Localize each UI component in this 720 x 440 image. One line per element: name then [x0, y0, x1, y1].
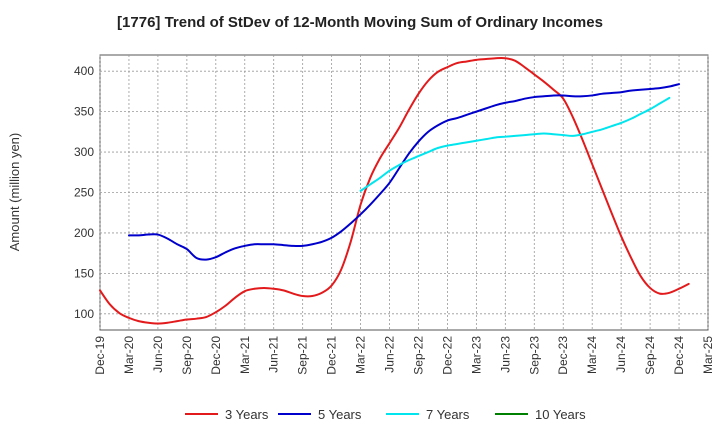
- legend-label-7-years: 7 Years: [426, 407, 470, 422]
- grid-layer: [99, 55, 709, 330]
- x-tick-label: Dec-22: [440, 336, 454, 375]
- x-axis-ticks: Dec-19 Mar-20 Jun-20 Sep-20 Dec-20 Mar-21 Jun-…: [93, 336, 715, 375]
- x-tick-label: Jun-23: [498, 336, 512, 373]
- x-tick-label: Mar-21: [238, 336, 252, 374]
- y-tick-label: 350: [74, 105, 94, 119]
- y-tick-label: 400: [74, 64, 94, 78]
- x-tick-label: Mar-25: [701, 336, 715, 374]
- chart-title: [1776] Trend of StDev of 12-Month Moving…: [117, 14, 603, 31]
- y-tick-label: 150: [74, 266, 94, 280]
- x-tick-label: Dec-24: [672, 336, 686, 375]
- x-tick-label: Sep-20: [180, 336, 194, 375]
- x-tick-label: Mar-20: [122, 336, 136, 374]
- x-tick-label: Jun-21: [267, 336, 281, 373]
- x-tick-label: Mar-24: [585, 336, 599, 374]
- series-line-3-years: [99, 57, 690, 325]
- x-tick-label: Jun-22: [383, 336, 397, 373]
- series-line-5-years: [127, 83, 681, 261]
- y-tick-label: 250: [74, 186, 94, 200]
- y-axis-label: Amount (million yen): [7, 133, 22, 252]
- y-tick-label: 300: [74, 145, 94, 159]
- x-tick-label: Mar-23: [469, 336, 483, 374]
- x-tick-label: Dec-20: [209, 336, 223, 375]
- x-tick-label: Mar-22: [354, 336, 368, 374]
- x-tick-label: Dec-21: [325, 336, 339, 375]
- x-tick-label: Dec-19: [93, 336, 107, 375]
- legend: 3 Years 5 Years 7 Years 10 Years: [185, 407, 586, 422]
- x-tick-label: Jun-20: [151, 336, 165, 373]
- series-line-7-years: [359, 96, 671, 192]
- x-tick-label: Sep-22: [411, 336, 425, 375]
- x-tick-label: Dec-23: [556, 336, 570, 375]
- x-tick-label: Sep-21: [296, 336, 310, 375]
- legend-label-5-years: 5 Years: [318, 407, 362, 422]
- legend-label-10-years: 10 Years: [535, 407, 586, 422]
- y-tick-label: 100: [74, 307, 94, 321]
- x-tick-label: Sep-24: [643, 336, 657, 375]
- x-tick-label: Sep-23: [527, 336, 541, 375]
- x-tick-label: Jun-24: [614, 336, 628, 373]
- y-tick-label: 200: [74, 226, 94, 240]
- series-layer: [99, 57, 690, 325]
- y-axis-ticks: 100 150 200 250 300 350 400: [74, 64, 94, 321]
- legend-label-3-years: 3 Years: [225, 407, 269, 422]
